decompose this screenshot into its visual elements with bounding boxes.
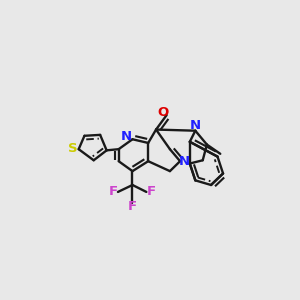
Text: N: N — [179, 155, 190, 168]
Text: N: N — [121, 130, 132, 143]
Text: F: F — [128, 200, 137, 213]
Text: F: F — [109, 185, 118, 198]
Text: O: O — [157, 106, 168, 119]
Text: N: N — [190, 119, 201, 132]
Text: F: F — [146, 185, 155, 198]
Text: S: S — [68, 142, 78, 155]
